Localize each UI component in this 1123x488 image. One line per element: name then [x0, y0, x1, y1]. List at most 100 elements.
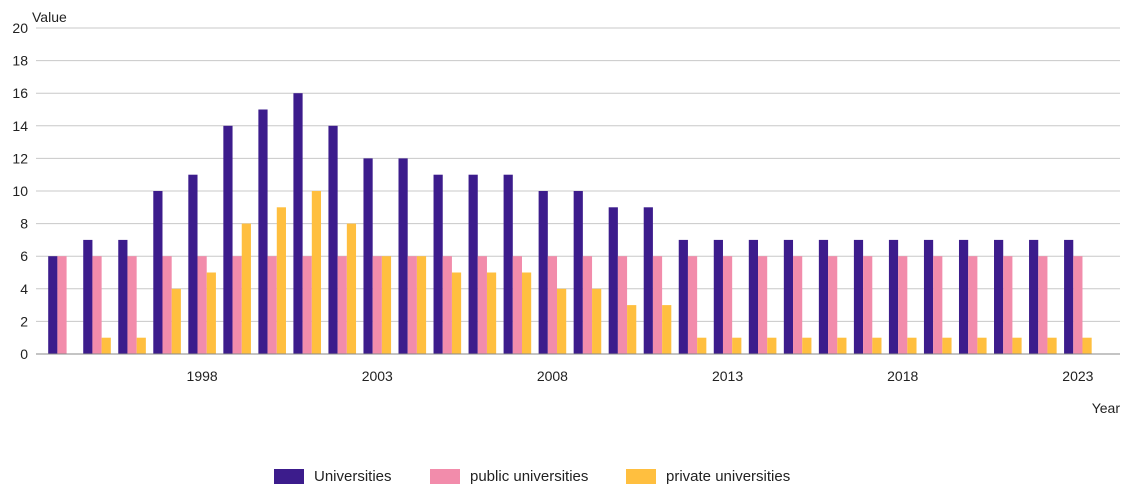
bar-public-universities-1999: [232, 256, 242, 354]
bar-private-universities-2014: [767, 337, 777, 354]
bar-universities-2007: [503, 174, 513, 354]
bar-private-universities-2009: [592, 288, 602, 354]
y-tick-label: 6: [20, 248, 28, 264]
bar-public-universities-1995: [92, 256, 102, 354]
bar-private-universities-2008: [557, 288, 567, 354]
x-axis-title: Year: [1092, 400, 1121, 416]
bar-universities-2006: [468, 174, 478, 354]
bar-universities-2019: [923, 239, 934, 354]
bar-private-universities-2023: [1082, 337, 1092, 354]
bar-public-universities-2001: [302, 256, 312, 354]
bar-universities-2012: [678, 239, 688, 354]
bar-private-universities-2010: [627, 305, 637, 354]
bar-public-universities-2016: [828, 256, 838, 354]
bar-universities-2011: [643, 207, 653, 354]
bar-public-universities-2010: [617, 256, 628, 354]
y-tick-label: 2: [20, 313, 28, 329]
bar-private-universities-2000: [276, 207, 286, 354]
y-tick-label: 10: [12, 183, 28, 199]
bar-public-universities-2022: [1038, 256, 1048, 354]
bar-public-universities-2021: [1003, 256, 1013, 354]
bar-private-universities-1998: [206, 272, 216, 354]
bar-universities-2021: [994, 239, 1004, 354]
bar-private-universities-1997: [171, 288, 181, 354]
bar-private-universities-2019: [942, 337, 952, 354]
bar-universities-2002: [328, 125, 338, 354]
bar-public-universities-2018: [898, 256, 908, 354]
bar-public-universities-2012: [687, 256, 698, 354]
legend-label: public universities: [470, 468, 588, 485]
bar-public-universities-1994: [57, 256, 67, 354]
bar-universities-1996: [118, 239, 128, 354]
x-tick-label: 1998: [187, 368, 218, 384]
bar-public-universities-2008: [547, 256, 558, 354]
y-tick-label: 4: [20, 281, 28, 297]
bar-universities-2018: [888, 239, 899, 354]
x-tick-label: 2008: [537, 368, 568, 384]
bar-public-universities-2015: [793, 256, 803, 354]
bar-universities-2020: [958, 239, 969, 354]
bar-universities-2023: [1064, 239, 1074, 354]
bar-universities-1999: [223, 125, 233, 354]
bars: [48, 93, 1092, 354]
bar-private-universities-2013: [732, 337, 742, 354]
bar-public-universities-2017: [863, 256, 873, 354]
x-tick-label: 2018: [887, 368, 918, 384]
bar-private-universities-2005: [451, 272, 462, 354]
bar-universities-2005: [433, 174, 443, 354]
y-axis-title: Value: [32, 9, 67, 25]
bar-public-universities-2011: [652, 256, 663, 354]
bar-private-universities-2021: [1012, 337, 1022, 354]
bar-public-universities-1996: [127, 256, 137, 354]
bar-universities-1997: [153, 191, 163, 354]
legend: Universities public universities private u…: [274, 468, 790, 485]
bar-private-universities-2022: [1047, 337, 1057, 354]
y-tick-label: 8: [20, 216, 28, 232]
bar-private-universities-2016: [837, 337, 847, 354]
bar-universities-2009: [573, 191, 583, 354]
bar-private-universities-2006: [486, 272, 497, 354]
y-tick-label: 14: [12, 118, 28, 134]
bar-private-universities-2001: [311, 191, 322, 354]
bar-universities-2010: [608, 207, 618, 354]
x-tick-label: 2023: [1062, 368, 1093, 384]
y-tick-label: 12: [12, 150, 28, 166]
bar-universities-1994: [48, 256, 58, 354]
bar-universities-2022: [1029, 239, 1039, 354]
bar-private-universities-1996: [136, 337, 146, 354]
bar-public-universities-2013: [722, 256, 733, 354]
bar-private-universities-2015: [802, 337, 812, 354]
legend-swatch-private-universities: [626, 469, 656, 484]
bar-public-universities-1997: [162, 256, 172, 354]
legend-label: private universities: [666, 468, 790, 485]
y-axis-ticks: 0 2 4 6 8 10 12 14 16 18 20: [12, 20, 28, 362]
bar-universities-2014: [748, 239, 758, 354]
bar-public-universities-1998: [197, 256, 207, 354]
bar-public-universities-2019: [933, 256, 943, 354]
x-tick-label: 2013: [712, 368, 743, 384]
bar-public-universities-2020: [968, 256, 978, 354]
bar-public-universities-2000: [267, 256, 277, 354]
bar-universities-2017: [853, 239, 864, 354]
bar-public-universities-2006: [477, 256, 487, 354]
bar-universities-2004: [398, 158, 408, 354]
y-tick-label: 16: [12, 85, 28, 101]
bar-private-universities-1995: [101, 337, 111, 354]
bar-public-universities-2023: [1073, 256, 1083, 354]
bar-universities-2001: [293, 93, 303, 354]
legend-swatch-universities: [274, 469, 304, 484]
bar-public-universities-2005: [442, 256, 452, 354]
bar-private-universities-2002: [346, 223, 357, 354]
y-tick-label: 20: [12, 20, 28, 36]
bar-universities-2015: [783, 239, 794, 354]
legend-swatch-public-universities: [430, 469, 460, 484]
y-tick-label: 0: [20, 346, 28, 362]
bar-public-universities-2014: [758, 256, 768, 354]
bar-universities-2016: [818, 239, 829, 354]
bar-private-universities-2003: [381, 256, 392, 354]
bar-private-universities-2007: [521, 272, 532, 354]
bar-universities-2013: [713, 239, 723, 354]
bar-public-universities-2002: [337, 256, 347, 354]
bar-private-universities-2012: [697, 337, 707, 354]
